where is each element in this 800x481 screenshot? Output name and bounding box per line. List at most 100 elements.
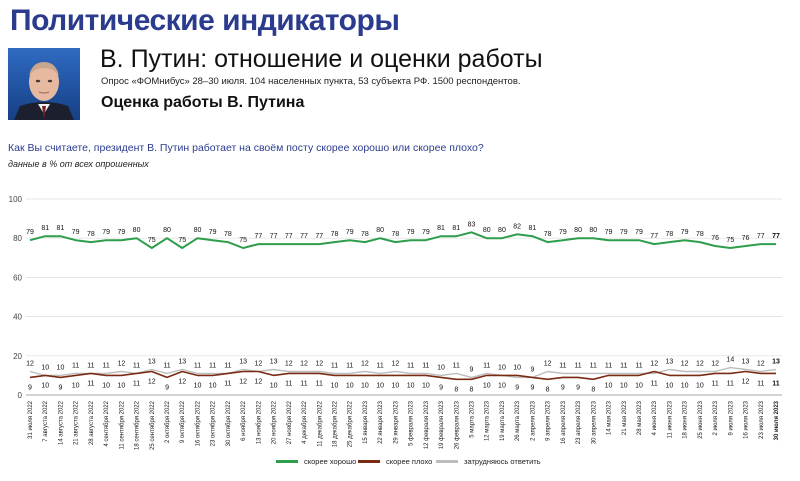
x-tick-label: 28 августа 2022: [89, 400, 95, 445]
section-heading: Оценка работы В. Путина: [101, 94, 305, 111]
x-tick-label: 14 августа 2022: [58, 400, 64, 445]
x-tick-label: 25 сентября 2022: [150, 400, 156, 450]
data-label-good: 76: [711, 235, 719, 242]
page-title: Политические индикаторы: [10, 4, 400, 37]
data-label-good: 80: [133, 227, 141, 234]
y-tick-label: 40: [13, 313, 22, 322]
data-label-good: 78: [666, 231, 674, 238]
data-label-good: 78: [331, 231, 339, 238]
data-label-bad: 9: [58, 384, 62, 391]
data-label-good: 79: [346, 229, 354, 236]
data-label-bad: 11: [285, 380, 292, 387]
data-label-hard: 11: [407, 362, 414, 369]
data-label-good: 79: [559, 229, 567, 236]
data-label-hard: 12: [711, 360, 719, 367]
y-axis-ticks: 0 20 40 60 80 100: [9, 195, 23, 400]
data-label-hard: 13: [742, 359, 750, 366]
x-tick-label: 25 декабря 2022: [348, 400, 354, 447]
data-label-hard: 11: [574, 362, 581, 369]
x-tick-label: 30 апреля 2023: [591, 400, 597, 444]
data-label-bad: 12: [178, 378, 186, 385]
y-tick-label: 100: [9, 195, 23, 204]
data-label-bad: 10: [346, 382, 354, 389]
data-label-good: 79: [117, 229, 125, 236]
x-tick-label: 30 июля 2023: [774, 400, 780, 440]
data-label-bad: 10: [407, 382, 415, 389]
data-label-bad: 10: [117, 382, 125, 389]
x-tick-label: 16 апреля 2023: [561, 400, 567, 444]
x-tick-label: 26 февраля 2023: [454, 400, 460, 449]
data-label-good: 76: [742, 235, 750, 242]
x-axis-ticks: 31 июля 2022 7 августа 2022 14 августа 202…: [28, 400, 780, 450]
x-tick-label: 9 июля 2023: [728, 400, 734, 435]
x-tick-label: 19 февраля 2023: [439, 400, 445, 449]
data-label-bad: 10: [666, 382, 674, 389]
data-label-hard: 12: [285, 360, 293, 367]
data-label-hard: 12: [361, 360, 369, 367]
data-label-good: 77: [270, 233, 278, 240]
data-label-hard: 12: [757, 360, 765, 367]
x-tick-label: 4 сентября 2022: [104, 400, 110, 446]
x-tick-label: 16 июля 2023: [744, 400, 750, 438]
data-label-good: 80: [194, 227, 202, 234]
data-label-bad: 10: [498, 382, 506, 389]
x-tick-label: 12 февраля 2023: [424, 400, 430, 449]
series-line-0: [29, 231, 776, 249]
x-tick-label: 18 сентября 2022: [135, 400, 141, 450]
data-label-hard: 11: [559, 362, 566, 369]
data-label-good: 78: [696, 231, 704, 238]
data-label-good: 79: [102, 229, 110, 236]
data-label-good: 83: [468, 221, 476, 228]
data-label-good: 77: [757, 233, 765, 240]
data-label-good: 77: [285, 233, 293, 240]
legend-item-hard: затрудняюсь ответить: [436, 457, 541, 466]
data-label-bad: 9: [576, 384, 580, 391]
y-tick-label: 60: [13, 273, 22, 282]
data-label-bad: 8: [454, 386, 458, 393]
x-tick-label: 16 октября 2022: [195, 400, 201, 446]
data-label-hard: 11: [194, 362, 201, 369]
legend-item-bad: скорее плохо: [358, 457, 432, 466]
data-label-hard: 11: [102, 362, 109, 369]
data-label-good: 79: [635, 229, 643, 236]
data-label-hard: 11: [377, 362, 384, 369]
data-label-good: 80: [483, 227, 491, 234]
legend-swatch-bad: [358, 460, 380, 463]
x-tick-label: 21 мая 2023: [622, 400, 628, 435]
data-label-good: 77: [772, 233, 780, 240]
y-tick-label: 0: [18, 391, 23, 400]
data-label-hard: 11: [133, 362, 140, 369]
data-label-bad: 12: [254, 378, 262, 385]
data-label-hard: 10: [437, 364, 445, 371]
survey-question: Как Вы считаете, президент В. Путин рабо…: [8, 142, 484, 154]
data-labels: 79 81 81 79 78 79 79 80 75 80 75 80 79 78 75 77 77 77 77 77…: [26, 221, 780, 393]
data-label-bad: 10: [72, 382, 80, 389]
data-label-good: 78: [361, 231, 369, 238]
legend-swatch-hard: [436, 460, 458, 463]
x-tick-label: 20 ноября 2022: [272, 400, 278, 444]
x-tick-label: 9 апреля 2023: [546, 400, 552, 440]
data-label-good: 77: [650, 233, 658, 240]
x-tick-label: 29 января 2023: [393, 400, 399, 444]
data-label-bad: 10: [422, 382, 430, 389]
grid-lines: [26, 198, 782, 396]
data-label-good: 80: [589, 227, 597, 234]
data-label-hard: 12: [26, 360, 34, 367]
data-label-good: 81: [41, 225, 49, 232]
data-label-good: 81: [529, 225, 537, 232]
x-tick-label: 6 ноября 2022: [241, 400, 247, 441]
data-label-good: 78: [87, 231, 95, 238]
data-label-good: 79: [422, 229, 430, 236]
x-tick-label: 12 марта 2023: [485, 400, 491, 441]
data-label-good: 79: [620, 229, 628, 236]
data-label-hard: 14: [726, 357, 734, 364]
x-tick-label: 23 апреля 2023: [576, 400, 582, 444]
data-label-good: 75: [178, 237, 186, 244]
data-label-bad: 10: [376, 382, 384, 389]
data-label-bad: 9: [439, 384, 443, 391]
legend-label-bad: скорее плохо: [386, 457, 433, 466]
data-label-good: 78: [391, 231, 399, 238]
data-label-bad: 10: [696, 382, 704, 389]
data-label-hard: 11: [605, 362, 612, 369]
data-label-bad: 8: [470, 386, 474, 393]
